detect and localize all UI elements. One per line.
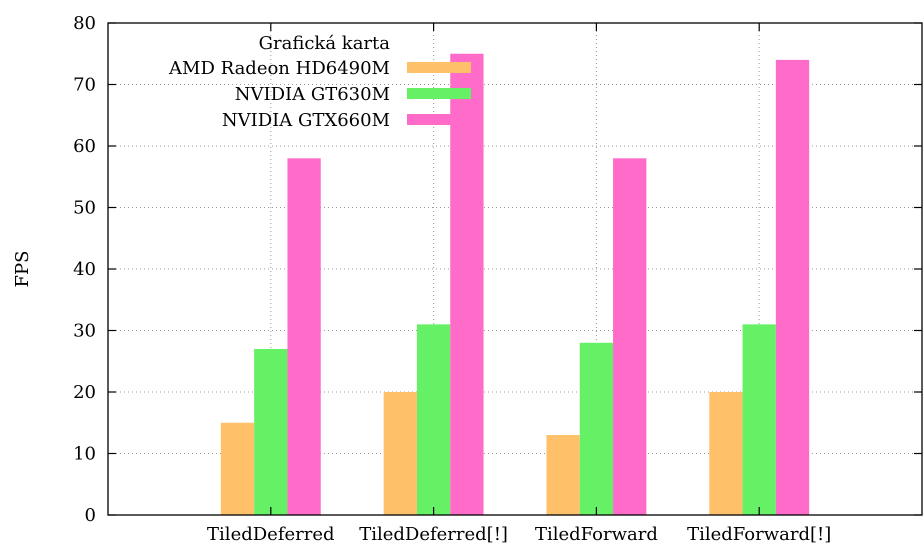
bar-2-3 [579, 342, 614, 515]
y-tick-label: 20 [73, 382, 96, 403]
bar-1-3 [546, 435, 580, 515]
y-tick-label: 0 [85, 505, 96, 526]
bar-1-1 [220, 422, 255, 515]
bar-2-1 [254, 348, 288, 515]
legend-label-2: NVIDIA GT630M [235, 84, 390, 105]
legend-label-1: AMD Radeon HD6490M [168, 58, 390, 79]
y-tick-label: 50 [73, 198, 96, 219]
bar-3-3 [613, 158, 647, 516]
legend-swatch-3 [407, 114, 471, 125]
x-tick-label: TiledDeferred [207, 524, 334, 545]
legend-swatch-1 [407, 62, 471, 73]
y-tick-label: 30 [73, 321, 96, 342]
legend-title: Grafická karta [259, 33, 391, 54]
x-tick-label: TiledDeferred[!] [359, 524, 508, 545]
y-axis-ticks: 0 10 20 30 40 50 60 70 80 [73, 13, 922, 526]
y-tick-label: 60 [73, 136, 96, 157]
bar-3-2 [450, 53, 484, 515]
y-axis-title: FPS [12, 251, 33, 288]
legend: Grafická karta AMD Radeon HD6490M NVIDIA … [168, 33, 471, 131]
legend-label-3: NVIDIA GTX660M [222, 110, 390, 131]
x-tick-label: TiledForward[!] [687, 524, 831, 545]
bars-layer [220, 53, 810, 516]
bar-1-2 [383, 392, 417, 515]
x-tick-label: TiledForward [535, 524, 658, 545]
y-tick-label: 70 [73, 75, 96, 96]
legend-items: AMD Radeon HD6490M NVIDIA GT630M NVIDIA GT… [168, 58, 471, 131]
y-tick-label: 80 [73, 13, 96, 34]
bar-3-1 [287, 158, 321, 516]
bar-1-4 [709, 392, 743, 515]
x-axis-ticks: TiledDeferred TiledDeferred[!] TiledForwar… [207, 23, 831, 545]
bar-3-4 [775, 59, 810, 516]
bar-2-2 [416, 324, 451, 515]
legend-swatch-2 [407, 88, 471, 99]
y-tick-label: 40 [73, 259, 96, 280]
bar-2-4 [742, 324, 776, 515]
y-tick-label: 10 [73, 444, 96, 465]
